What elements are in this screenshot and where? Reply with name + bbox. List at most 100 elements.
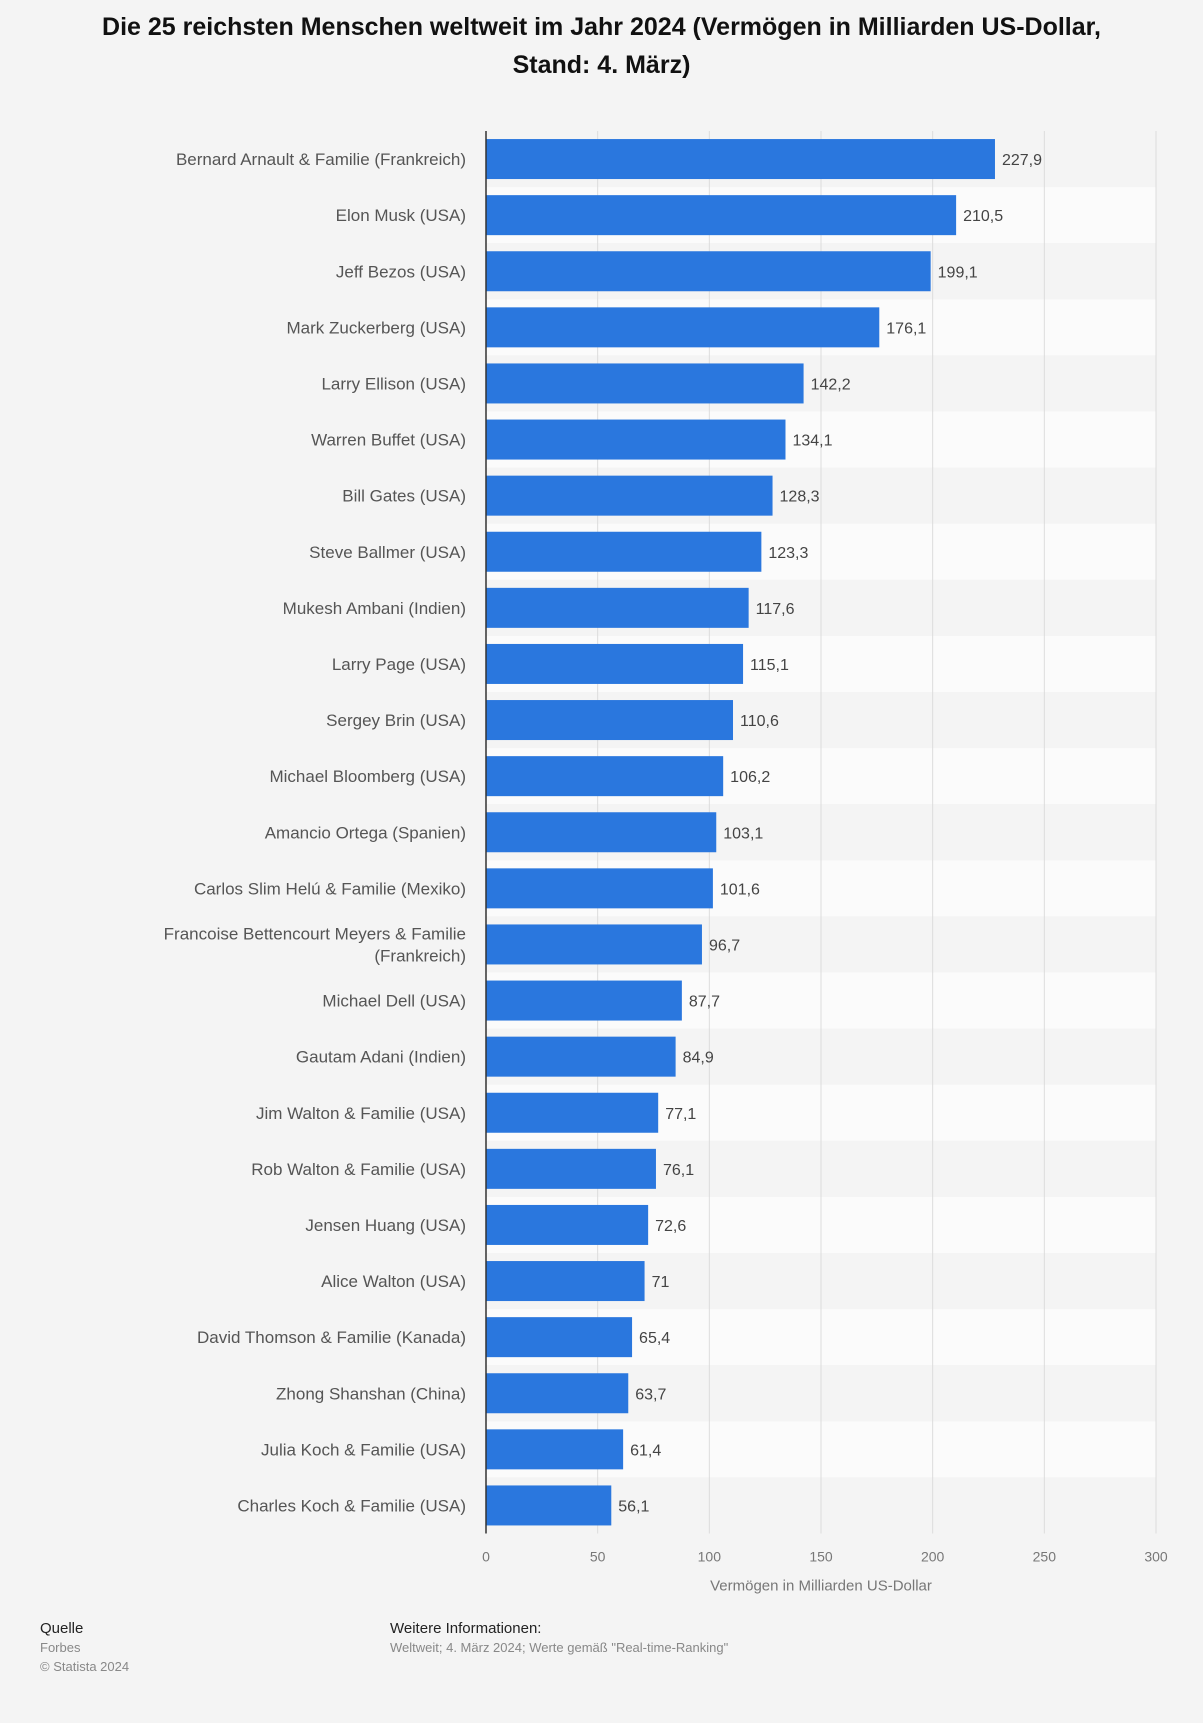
value-label: 76,1 (663, 1162, 694, 1179)
value-label: 63,7 (635, 1386, 666, 1403)
category-label-line: Steve Ballmer (USA) (309, 543, 466, 562)
bar (486, 1204, 649, 1245)
category-label-line: Larry Ellison (USA) (321, 374, 466, 393)
bar (486, 251, 931, 292)
category-label: Michael Bloomberg (USA) (269, 767, 466, 786)
category-label-line: Carlos Slim Helú & Familie (Mexiko) (194, 879, 466, 898)
category-label: Larry Ellison (USA) (321, 374, 466, 393)
category-label-line: Elon Musk (USA) (336, 206, 466, 225)
category-label: Bernard Arnault & Familie (Frankreich) (176, 150, 466, 169)
bar (486, 700, 734, 741)
bar (486, 812, 717, 853)
bar (486, 643, 744, 684)
category-label: Jeff Bezos (USA) (336, 262, 466, 281)
category-label-line: David Thomson & Familie (Kanada) (197, 1328, 466, 1347)
value-label: 56,1 (618, 1498, 649, 1515)
category-label-line: (Frankreich) (374, 946, 466, 965)
info-block: Weitere Informationen: Weltweit; 4. März… (390, 1619, 728, 1657)
category-label-line: Jensen Huang (USA) (305, 1216, 466, 1235)
bar (486, 587, 749, 628)
category-label-line: Julia Koch & Familie (USA) (261, 1440, 466, 1459)
category-label: Julia Koch & Familie (USA) (261, 1440, 466, 1459)
bar (486, 1036, 676, 1077)
bar (486, 195, 957, 236)
value-label: 72,6 (655, 1218, 686, 1235)
bar (486, 363, 804, 404)
info-heading: Weitere Informationen: (390, 1620, 542, 1637)
value-label: 101,6 (720, 881, 760, 898)
category-label: Amancio Ortega (Spanien) (265, 823, 466, 842)
x-axis-title: Vermögen in Milliarden US-Dollar (710, 1578, 932, 1595)
category-label-line: Charles Koch & Familie (USA) (237, 1496, 466, 1515)
value-label: 134,1 (792, 433, 832, 450)
x-tick-label: 50 (590, 1549, 606, 1565)
bar-chart: Bernard Arnault & Familie (Frankreich) El… (164, 131, 1168, 1595)
category-label-line: Michael Bloomberg (USA) (269, 767, 466, 786)
bar (486, 419, 786, 460)
category-label: Jim Walton & Familie (USA) (256, 1104, 466, 1123)
category-labels: Bernard Arnault & Familie (Frankreich) El… (164, 150, 466, 1515)
category-label-line: Rob Walton & Familie (USA) (251, 1160, 466, 1179)
category-label-line: Mukesh Ambani (Indien) (283, 599, 466, 618)
value-label: 117,6 (756, 601, 795, 618)
category-label: Gautam Adani (Indien) (296, 1048, 466, 1067)
chart-title: Die 25 reichsten Menschen weltweit im Ja… (40, 8, 1163, 84)
bars (486, 139, 995, 1526)
bar (486, 1485, 612, 1526)
value-label: 115,1 (750, 657, 789, 674)
source-name: Forbes (40, 1640, 81, 1655)
value-label: 128,3 (780, 489, 820, 506)
category-label: Alice Walton (USA) (321, 1272, 466, 1291)
category-label: Bill Gates (USA) (342, 487, 466, 506)
category-label: Zhong Shanshan (China) (276, 1384, 466, 1403)
bar (486, 307, 880, 348)
bar (486, 756, 724, 797)
category-label-line: Sergey Brin (USA) (326, 711, 466, 730)
chart-title-line-1: Die 25 reichsten Menschen weltweit im Ja… (102, 13, 1101, 41)
bar (486, 980, 682, 1021)
value-label: 106,2 (730, 769, 770, 786)
value-label: 71 (652, 1274, 670, 1291)
category-label: Michael Dell (USA) (322, 992, 466, 1011)
value-label: 77,1 (665, 1106, 696, 1123)
category-label-line: Mark Zuckerberg (USA) (287, 318, 466, 337)
value-label: 103,1 (723, 825, 763, 842)
value-label: 142,2 (811, 376, 851, 393)
category-label-line: Amancio Ortega (Spanien) (265, 823, 466, 842)
bar (486, 1373, 629, 1414)
category-label: Rob Walton & Familie (USA) (251, 1160, 466, 1179)
value-label: 176,1 (886, 320, 926, 337)
value-label: 199,1 (938, 264, 978, 281)
category-label-line: Zhong Shanshan (China) (276, 1384, 466, 1403)
value-label: 227,9 (1002, 152, 1042, 169)
category-label: Sergey Brin (USA) (326, 711, 466, 730)
bar (486, 868, 713, 909)
category-label: David Thomson & Familie (Kanada) (197, 1328, 466, 1347)
category-label: Larry Page (USA) (332, 655, 466, 674)
bar (486, 139, 995, 180)
bar (486, 1429, 624, 1470)
category-label-line: Gautam Adani (Indien) (296, 1048, 466, 1067)
category-label: Elon Musk (USA) (336, 206, 466, 225)
category-label: Jensen Huang (USA) (305, 1216, 466, 1235)
bar (486, 531, 762, 572)
category-label-line: Warren Buffet (USA) (311, 431, 466, 450)
category-label-line: Alice Walton (USA) (321, 1272, 466, 1291)
x-tick-label: 100 (698, 1549, 722, 1565)
x-axis-ticks: 0 50 100 150 200 250 300 (482, 1549, 1168, 1565)
value-label: 110,6 (740, 713, 779, 730)
bar (486, 1092, 659, 1133)
category-label-line: Jeff Bezos (USA) (336, 262, 466, 281)
value-label: 65,4 (639, 1330, 670, 1347)
category-label-line: Jim Walton & Familie (USA) (256, 1104, 466, 1123)
category-label: Charles Koch & Familie (USA) (237, 1496, 466, 1515)
value-labels: 227,9 210,5 199,1 176,1 142,2 134,1 128,3 123,3… (618, 152, 1042, 1515)
x-tick-label: 150 (809, 1549, 833, 1565)
value-label: 61,4 (630, 1442, 661, 1459)
value-label: 87,7 (689, 994, 720, 1011)
x-tick-label: 300 (1144, 1549, 1168, 1565)
category-label-line: Michael Dell (USA) (322, 992, 466, 1011)
chart-title-line-2: Stand: 4. März) (512, 51, 691, 79)
category-label: Steve Ballmer (USA) (309, 543, 466, 562)
category-label: Carlos Slim Helú & Familie (Mexiko) (194, 879, 466, 898)
